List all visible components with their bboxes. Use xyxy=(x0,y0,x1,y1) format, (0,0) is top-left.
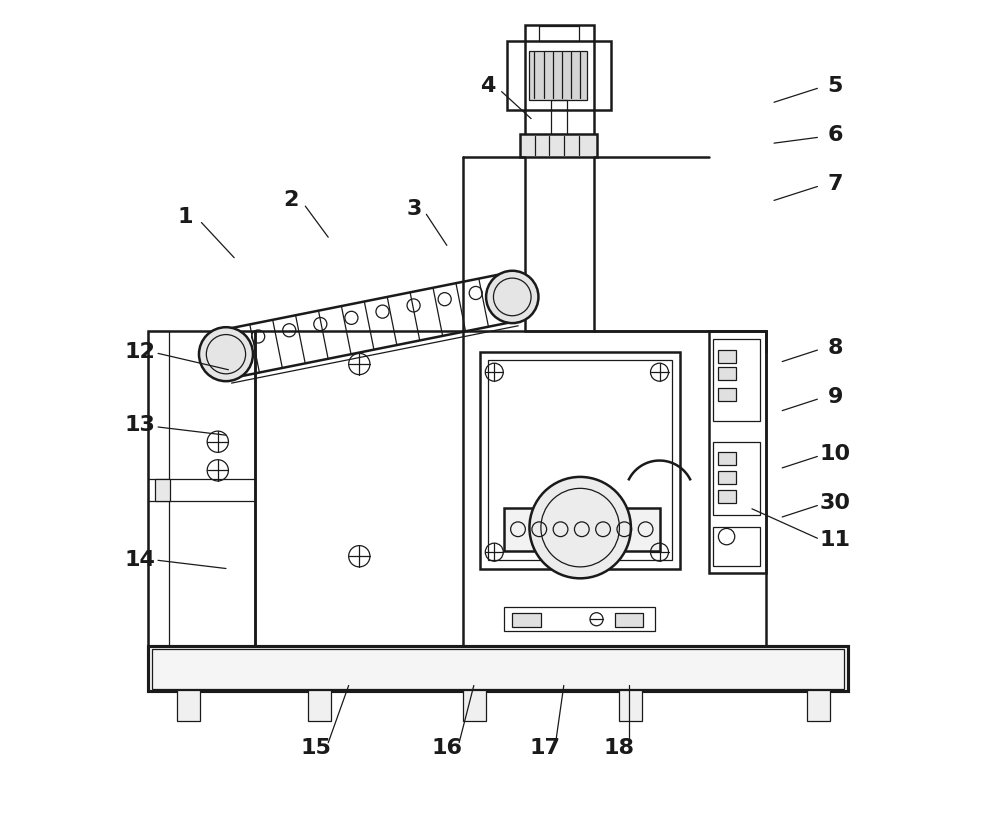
Text: 6: 6 xyxy=(828,125,843,145)
Text: 7: 7 xyxy=(828,174,843,194)
Bar xyxy=(539,26,579,41)
Bar xyxy=(709,331,766,573)
Bar xyxy=(718,490,736,503)
Circle shape xyxy=(529,477,631,578)
Bar xyxy=(525,25,594,331)
Bar xyxy=(529,51,587,100)
Text: 1: 1 xyxy=(177,207,193,227)
Bar xyxy=(308,690,331,721)
Bar xyxy=(148,331,169,646)
Bar xyxy=(148,331,255,646)
Text: 30: 30 xyxy=(820,493,851,513)
Bar xyxy=(512,613,541,627)
Bar xyxy=(713,527,760,566)
Bar xyxy=(718,388,736,401)
Bar xyxy=(480,352,680,569)
Bar xyxy=(718,367,736,380)
Text: 16: 16 xyxy=(431,739,462,758)
Text: 3: 3 xyxy=(406,199,422,218)
Bar xyxy=(619,690,642,721)
Text: 2: 2 xyxy=(284,191,299,210)
Text: 4: 4 xyxy=(480,76,495,96)
Bar xyxy=(152,649,844,689)
Bar xyxy=(615,613,643,627)
Bar xyxy=(713,442,760,515)
Bar xyxy=(463,690,486,721)
Bar xyxy=(148,646,848,691)
Text: 12: 12 xyxy=(125,342,156,362)
Circle shape xyxy=(486,271,538,323)
Bar xyxy=(504,508,660,551)
Text: 11: 11 xyxy=(820,530,851,550)
Text: 5: 5 xyxy=(828,76,843,96)
Bar xyxy=(718,350,736,363)
Bar xyxy=(155,479,170,501)
Bar xyxy=(520,134,597,157)
Bar xyxy=(255,331,766,646)
Bar xyxy=(713,339,760,421)
Text: 9: 9 xyxy=(828,387,843,407)
Bar xyxy=(507,41,611,110)
Text: 13: 13 xyxy=(125,416,156,435)
Bar xyxy=(488,360,672,560)
Circle shape xyxy=(199,327,253,381)
Bar xyxy=(551,100,567,134)
Bar xyxy=(177,690,200,721)
Bar xyxy=(148,646,848,691)
Text: 18: 18 xyxy=(603,739,634,758)
Text: 8: 8 xyxy=(828,338,843,357)
Bar xyxy=(718,452,736,465)
Text: 15: 15 xyxy=(301,739,331,758)
Bar xyxy=(504,607,655,631)
Text: 17: 17 xyxy=(529,739,560,758)
Text: 14: 14 xyxy=(125,551,156,570)
Bar xyxy=(718,471,736,484)
Text: 10: 10 xyxy=(820,444,851,464)
Bar xyxy=(807,690,830,721)
